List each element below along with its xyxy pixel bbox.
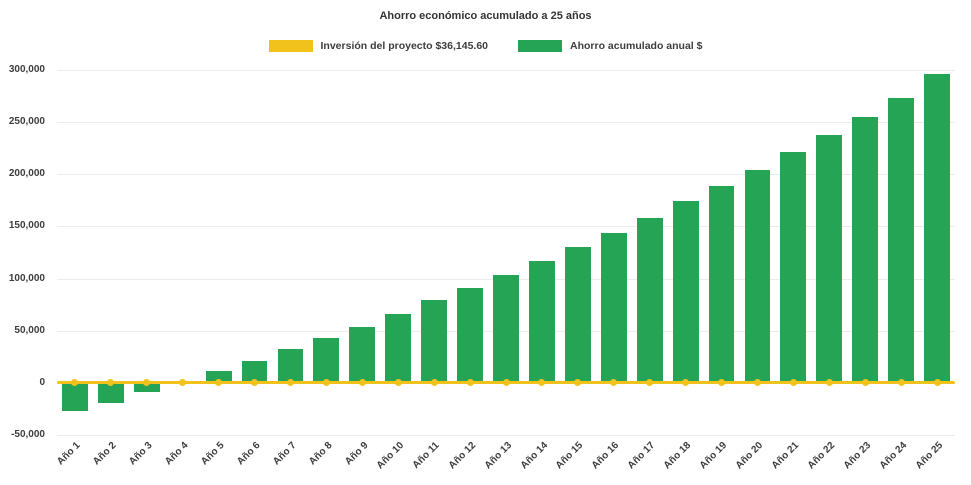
gridline [57,70,955,71]
line-marker [430,379,438,387]
bar [636,218,663,383]
bar [493,275,519,383]
bar [62,382,88,411]
bar [780,152,807,383]
line-marker [179,379,187,387]
bar [385,314,412,383]
x-tick-label: Año 6 [234,440,263,468]
line-marker [71,379,79,387]
bar [277,349,304,383]
bar [924,74,950,383]
legend-item-investment: Inversión del proyecto $36,145.60 [268,40,489,52]
x-tick-label: Año 4 [163,440,191,468]
bar [888,98,915,383]
bar [241,360,268,383]
x-tick-label: Año 17 [626,440,658,472]
bar [816,134,843,383]
x-tick-label: Año 11 [410,440,442,471]
legend-label-savings: Ahorro acumulado anual $ [570,40,703,52]
investment-line-swatch [268,40,313,52]
bar [133,382,160,393]
line-marker [538,379,546,387]
bar [205,371,232,383]
x-tick-label: Año 9 [342,440,371,468]
x-tick-label: Año 7 [270,440,299,468]
line-marker [789,379,797,387]
x-tick-label: Año 13 [482,440,514,472]
y-tick-label: 150,000 [8,220,45,232]
line-marker [466,379,474,387]
x-tick-label: Año 22 [805,440,838,472]
y-tick-label: 100,000 [8,272,45,284]
line-marker [646,379,654,387]
y-tick-label: -50,000 [11,429,45,440]
x-tick-label: Año 12 [446,440,478,472]
y-axis-labels: 300,000 250,000 200,000 150,000 100,000 50,00… [0,64,52,440]
x-tick-label: Año 1 [55,440,83,468]
line-marker [502,379,510,387]
y-tick-label: 0 [39,376,45,388]
line-marker [322,379,330,387]
savings-bar-swatch [518,40,563,52]
x-tick-label: Año 21 [769,440,802,472]
x-tick-label: Año 16 [590,440,622,472]
y-tick-label: 200,000 [8,168,45,180]
x-tick-label: Año 20 [733,440,766,472]
x-tick-label: Año 23 [841,440,873,472]
x-tick-label: Año 14 [518,440,550,472]
y-tick-label: 250,000 [8,116,45,128]
legend-label-investment: Inversión del proyecto $36,145.60 [320,40,489,52]
line-marker [394,379,402,387]
x-tick-label: Año 3 [127,440,155,468]
gridline [57,226,955,228]
x-tick-label: Año 5 [198,440,227,468]
bar [528,260,555,383]
line-marker [825,379,833,387]
line-marker [610,379,618,387]
y-tick-label: 300,000 [8,64,45,75]
bar [708,185,735,383]
line-marker [358,379,366,387]
x-tick-label: Año 8 [306,440,335,468]
bar [672,201,699,383]
x-tick-label: Año 25 [913,440,945,472]
line-marker [107,379,115,387]
line-marker [286,379,294,387]
x-tick-label: Año 24 [877,440,909,472]
line-marker [753,379,761,387]
line-marker [143,379,151,387]
gridline [57,174,955,176]
line-marker [251,379,259,387]
legend-item-savings: Ahorro acumulado anual $ [518,40,702,52]
chart-legend: Inversión del proyecto $36,145.60 Ahorro… [0,40,971,52]
bar [457,287,483,383]
x-tick-label: Año 2 [91,440,119,468]
bar [421,300,448,383]
x-tick-label: Año 15 [554,440,586,472]
x-tick-label: Año 10 [374,440,407,472]
line-marker [897,379,905,387]
bar [852,116,879,383]
chart-title: Ahorro económico acumulado a 25 años [379,10,592,22]
line-marker [574,379,582,387]
bar [349,326,376,383]
y-tick-label: 50,000 [14,324,45,336]
bar [744,170,771,383]
line-marker [933,379,941,387]
x-tick-label: Año 18 [662,440,694,472]
bar [97,382,124,403]
line-marker [861,379,869,387]
x-axis-labels: Año 1 Año 2 Año 3 Año 4 Año 5 Año 6 Año 7 Año 8… [55,437,955,485]
x-tick-label: Año 19 [697,440,730,472]
line-marker [718,379,726,387]
gridline [57,435,955,436]
plot-area [57,70,955,436]
gridline [57,122,955,124]
line-marker [682,379,690,387]
bar [564,247,591,383]
bar [313,338,340,383]
bar [600,232,627,383]
line-marker [215,379,223,387]
